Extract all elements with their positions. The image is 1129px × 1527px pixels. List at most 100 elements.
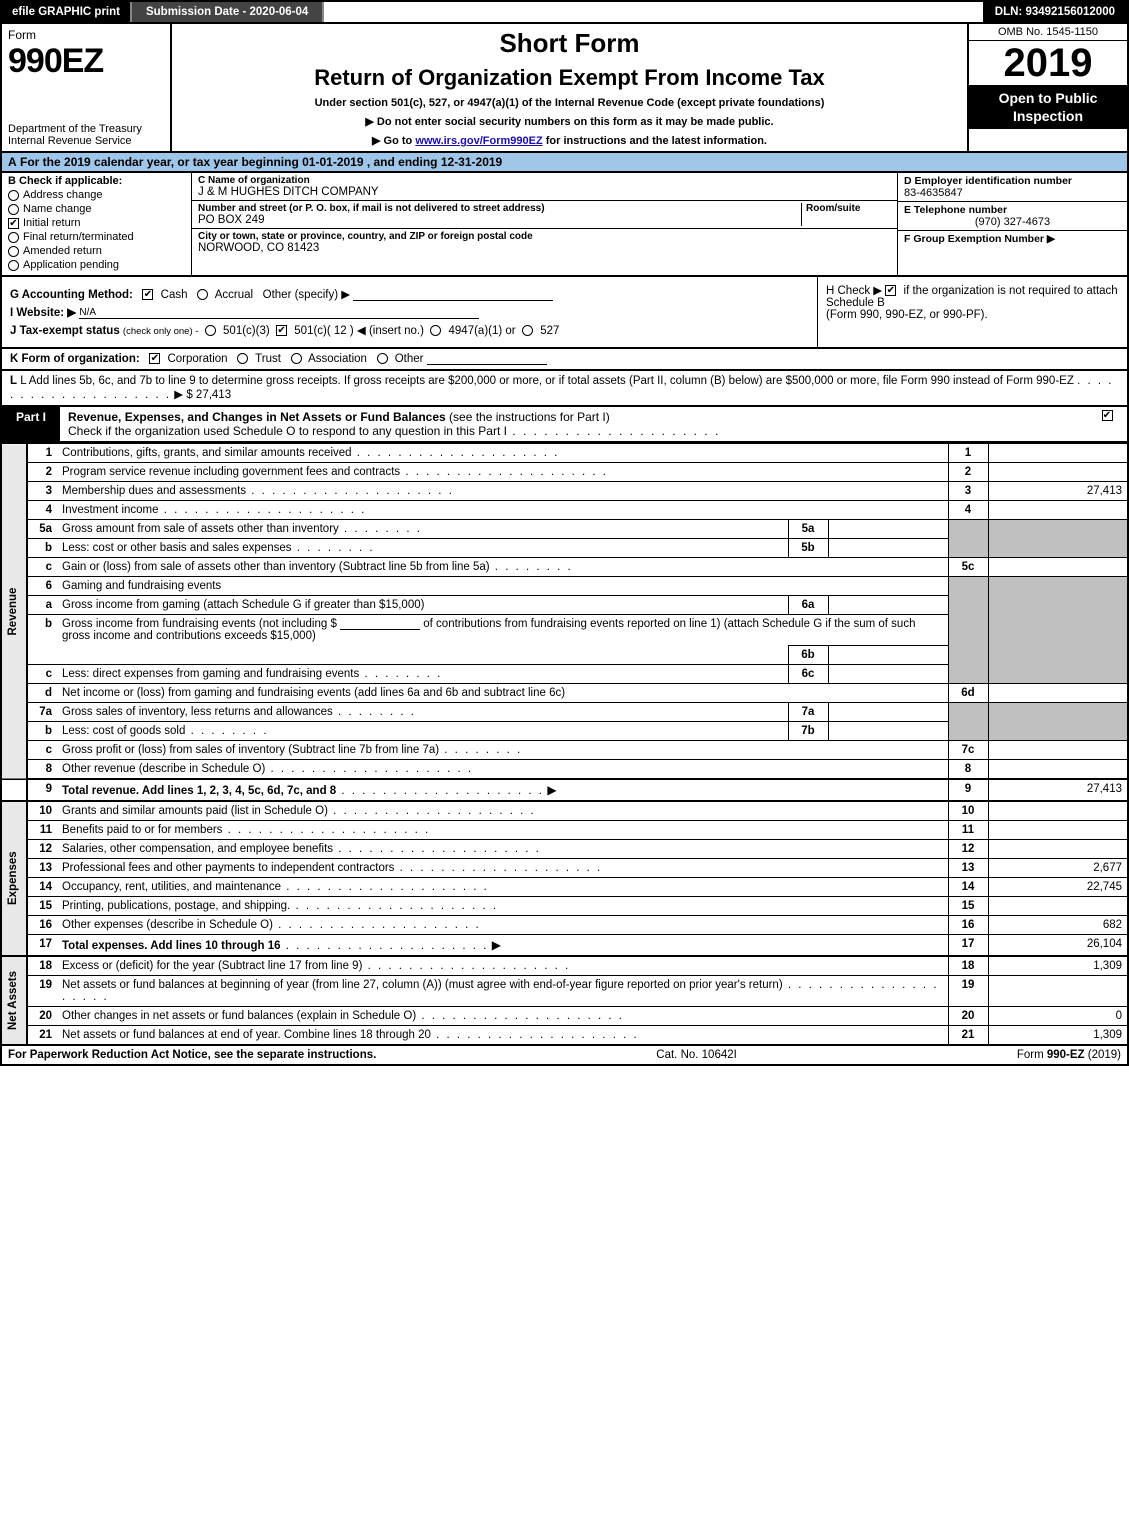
line-7a-subval — [828, 703, 948, 722]
section-i: I Website: ▶ N/A — [10, 305, 809, 319]
page-footer: For Paperwork Reduction Act Notice, see … — [0, 1046, 1129, 1066]
part-i-header: Part I Revenue, Expenses, and Changes in… — [0, 407, 1129, 443]
section-b-label: B — [8, 175, 16, 187]
line-6-gray — [948, 577, 988, 684]
subtitle-goto: ▶ Go to www.irs.gov/Form990EZ for instru… — [182, 134, 957, 147]
chk-application-pending[interactable]: Application pending — [8, 259, 185, 271]
line-6b-blank[interactable] — [340, 629, 420, 630]
line-16-amt: 682 — [988, 916, 1128, 935]
line-17-desc: Total expenses. Add lines 10 through 16 — [57, 935, 948, 957]
chk-final-return[interactable]: Final return/terminated — [8, 231, 185, 243]
line-5c-num: c — [27, 558, 57, 577]
paperwork-notice: For Paperwork Reduction Act Notice, see … — [8, 1049, 376, 1061]
line-5a-subval — [828, 520, 948, 539]
line-6-desc: Gaming and fundraising events — [57, 577, 948, 596]
line-13-ref: 13 — [948, 859, 988, 878]
line-9-desc: Total revenue. Add lines 1, 2, 3, 4, 5c,… — [57, 779, 948, 801]
line-7b-num: b — [27, 722, 57, 741]
line-5b-num: b — [27, 539, 57, 558]
line-11-desc: Benefits paid to or for members — [57, 821, 948, 840]
subtitle-section: Under section 501(c), 527, or 4947(a)(1)… — [182, 97, 957, 109]
chk-association[interactable] — [291, 353, 302, 364]
other-org-field[interactable] — [427, 364, 547, 365]
line-16-desc: Other expenses (describe in Schedule O) — [57, 916, 948, 935]
line-7ab-gray-amt — [988, 703, 1128, 741]
line-8-ref: 8 — [948, 760, 988, 780]
chk-527[interactable] — [522, 325, 533, 336]
chk-other-org[interactable] — [377, 353, 388, 364]
section-h: H Check ▶ ✔ if the organization is not r… — [817, 277, 1127, 347]
line-14-desc: Occupancy, rent, utilities, and maintena… — [57, 878, 948, 897]
line-21-amt: 1,309 — [988, 1026, 1128, 1046]
chk-amended-return[interactable]: Amended return — [8, 245, 185, 257]
irs-link[interactable]: www.irs.gov/Form990EZ — [415, 135, 542, 147]
chk-address-change[interactable]: Address change — [8, 189, 185, 201]
chk-name-change[interactable]: Name change — [8, 203, 185, 215]
line-18-amt: 1,309 — [988, 956, 1128, 976]
subtitle-ssn-warning: ▶ Do not enter social security numbers o… — [182, 115, 957, 128]
line-5a-num: 5a — [27, 520, 57, 539]
line-21-desc: Net assets or fund balances at end of ye… — [57, 1026, 948, 1046]
section-g: G Accounting Method: ✔ Cash Accrual Othe… — [10, 287, 809, 301]
chk-accrual[interactable] — [197, 289, 208, 300]
line-6d-amt — [988, 684, 1128, 703]
chk-4947[interactable] — [430, 325, 441, 336]
chk-corporation[interactable]: ✔ — [149, 353, 160, 364]
other-method-field[interactable] — [353, 300, 553, 301]
line-15-amt — [988, 897, 1128, 916]
period-row: A For the 2019 calendar year, or tax yea… — [0, 153, 1129, 173]
line-4-num: 4 — [27, 501, 57, 520]
title-return: Return of Organization Exempt From Incom… — [182, 65, 957, 91]
website-field: N/A — [79, 307, 479, 319]
line-6b-subval — [828, 646, 948, 665]
line-10-num: 10 — [27, 801, 57, 821]
chk-501c[interactable]: ✔ — [276, 325, 287, 336]
line-18-desc: Excess or (deficit) for the year (Subtra… — [57, 956, 948, 976]
chk-trust[interactable] — [237, 353, 248, 364]
line-6b-num: b — [27, 615, 57, 665]
chk-schedule-b[interactable]: ✔ — [885, 285, 896, 296]
line-13-amt: 2,677 — [988, 859, 1128, 878]
line-6b-desc-2 — [57, 646, 788, 665]
form-number: 990EZ — [8, 42, 103, 80]
line-6d-num: d — [27, 684, 57, 703]
omb-number: OMB No. 1545-1150 — [969, 24, 1127, 41]
period-text: For the 2019 calendar year, or tax year … — [20, 155, 502, 169]
form-identity: Form 990EZ Department of the Treasury In… — [2, 24, 172, 151]
info-block: B Check if applicable: Address change Na… — [0, 173, 1129, 277]
efile-print-label[interactable]: efile GRAPHIC print — [2, 2, 130, 22]
line-15-ref: 15 — [948, 897, 988, 916]
line-7b-subval — [828, 722, 948, 741]
phone-value: (970) 327-4673 — [904, 216, 1121, 228]
line-8-desc: Other revenue (describe in Schedule O) — [57, 760, 948, 780]
line-10-ref: 10 — [948, 801, 988, 821]
irs-label: Internal Revenue Service — [8, 135, 132, 147]
form-word: Form — [8, 28, 36, 42]
line-2-ref: 2 — [948, 463, 988, 482]
part-i-check[interactable]: ✔ — [1091, 407, 1127, 441]
line-9-amt: 27,413 — [988, 779, 1128, 801]
line-17-ref: 17 — [948, 935, 988, 957]
chk-initial-return[interactable]: ✔Initial return — [8, 217, 185, 229]
line-5a-sub: 5a — [788, 520, 828, 539]
line-6c-sub: 6c — [788, 665, 828, 684]
line-4-desc: Investment income — [57, 501, 948, 520]
chk-501c3[interactable] — [205, 325, 216, 336]
line-19-amt — [988, 976, 1128, 1007]
chk-cash[interactable]: ✔ — [142, 289, 153, 300]
line-6-num: 6 — [27, 577, 57, 596]
line-13-desc: Professional fees and other payments to … — [57, 859, 948, 878]
section-l: L L Add lines 5b, 6c, and 7b to line 9 t… — [0, 371, 1129, 407]
ein-label: D Employer identification number — [904, 175, 1121, 187]
netassets-side-label: Net Assets — [1, 956, 27, 1045]
line-6c-subval — [828, 665, 948, 684]
line-1-amt — [988, 444, 1128, 463]
line-18-ref: 18 — [948, 956, 988, 976]
dln-label: DLN: 93492156012000 — [983, 2, 1127, 22]
line-11-ref: 11 — [948, 821, 988, 840]
line-6a-subval — [828, 596, 948, 615]
line-12-desc: Salaries, other compensation, and employ… — [57, 840, 948, 859]
room-label: Room/suite — [806, 203, 891, 214]
gij-left: G Accounting Method: ✔ Cash Accrual Othe… — [2, 277, 817, 347]
line-19-ref: 19 — [948, 976, 988, 1007]
